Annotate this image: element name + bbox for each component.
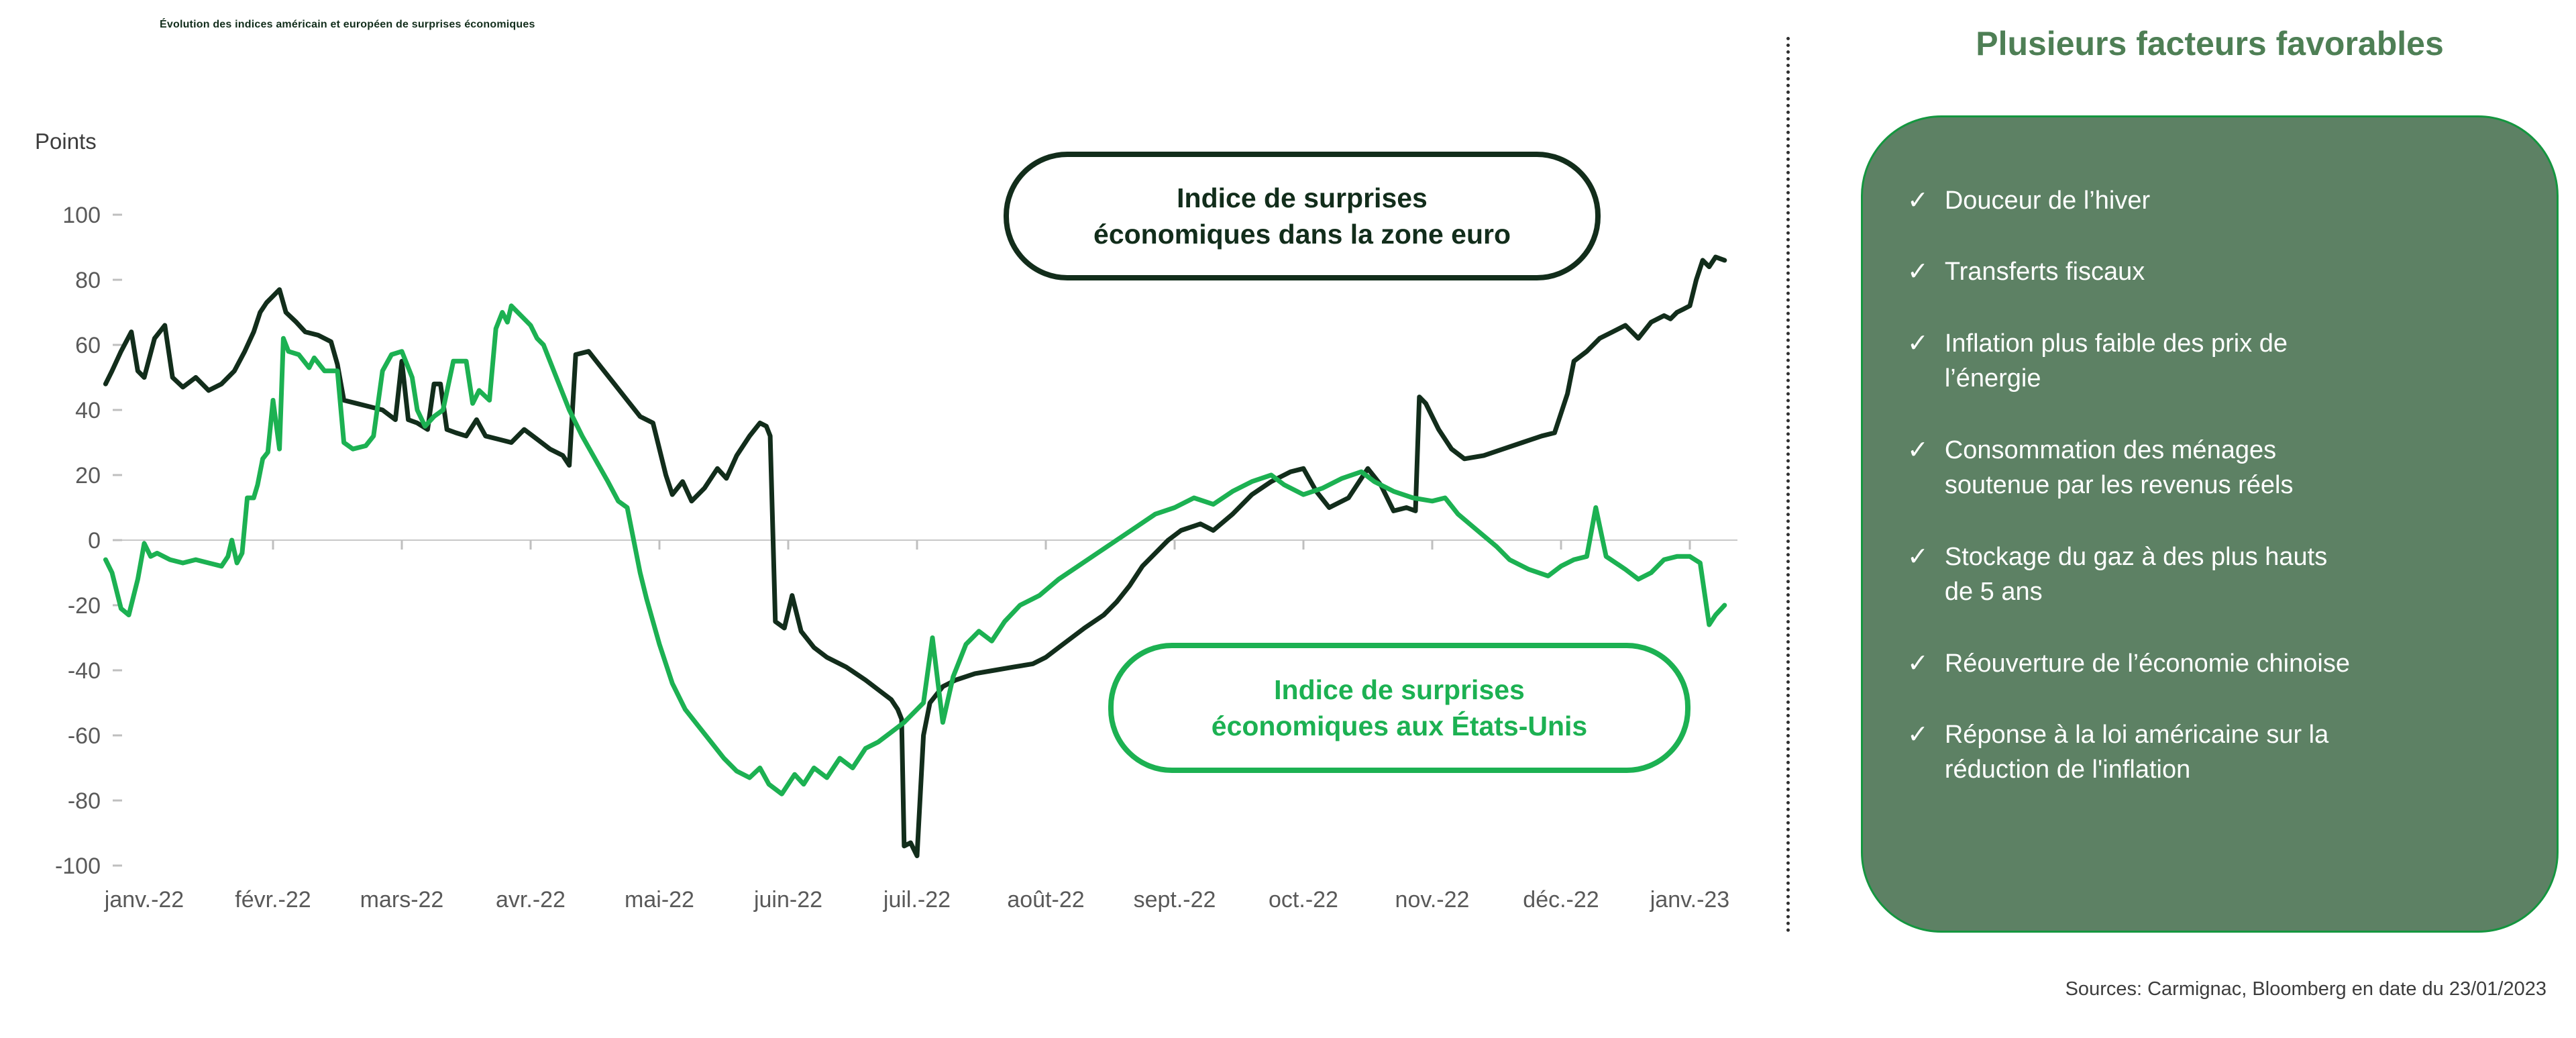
list-item-text: Inflation plus faible des prix de l’éner… [1944, 329, 2288, 393]
y-tick-label: 80 [75, 268, 101, 293]
x-tick-label: oct.-22 [1269, 887, 1338, 913]
y-tick-label: -20 [68, 593, 101, 619]
list-item-text: Consommation des ménages soutenue par le… [1944, 435, 2294, 500]
chart-title: Évolution des indices américain et europ… [160, 19, 535, 30]
list-item-text: Douceur de l’hiver [1944, 187, 2151, 215]
y-tick-label: -60 [68, 723, 101, 749]
x-tick-label: juin-22 [753, 887, 822, 913]
us-line [103, 303, 1727, 796]
favorable-factors-panel: ✓ Douceur de l’hiver ✓ Transferts fiscau… [1861, 115, 2559, 933]
y-tick-label: 20 [75, 463, 101, 488]
x-tick-label: déc.-22 [1523, 887, 1599, 913]
list-item: ✓ Douceur de l’hiver [1907, 183, 2518, 218]
euro-line [103, 254, 1727, 858]
y-tick-label: -100 [55, 853, 101, 879]
list-item-text: Stockage du gaz à des plus hauts de 5 an… [1944, 542, 2328, 607]
check-icon: ✓ [1907, 542, 1929, 571]
dotted-divider [1786, 37, 1790, 933]
x-tick-label: janv.-22 [104, 887, 184, 913]
y-tick-label: -40 [68, 658, 101, 684]
y-axis-unit-label: Points [35, 129, 97, 154]
x-tick-label: nov.-22 [1395, 887, 1470, 913]
x-tick-label: sept.-22 [1134, 887, 1216, 913]
legend-us-box: Indice de surprises économiques aux État… [1108, 643, 1690, 773]
source-note: Sources: Carmignac, Bloomberg en date du… [2065, 978, 2546, 1000]
y-tick-label: 0 [88, 528, 101, 554]
x-tick-label: janv.-23 [1650, 887, 1729, 913]
y-tick-label: 60 [75, 333, 101, 358]
legend-eurozone-label: Indice de surprises économiques dans la … [1093, 182, 1511, 250]
check-icon: ✓ [1907, 258, 1929, 287]
list-item: ✓ Transferts fiscaux [1907, 254, 2518, 289]
legend-eurozone-box: Indice de surprises économiques dans la … [1004, 152, 1601, 280]
check-icon: ✓ [1907, 435, 1929, 464]
check-icon: ✓ [1907, 720, 1929, 749]
legend-us-label: Indice de surprises économiques aux État… [1211, 674, 1588, 741]
check-icon: ✓ [1907, 649, 1929, 678]
x-tick-label: août-22 [1007, 887, 1084, 913]
list-item: ✓ Inflation plus faible des prix de l’én… [1907, 326, 2518, 397]
list-item: ✓ Consommation des ménages soutenue par … [1907, 433, 2518, 503]
y-tick-label: 100 [62, 203, 101, 228]
x-tick-label: juil.-22 [883, 887, 951, 913]
sidebar-title: Plusieurs facteurs favorables [1976, 25, 2444, 62]
list-item: ✓ Stockage du gaz à des plus hauts de 5 … [1907, 539, 2518, 610]
check-icon: ✓ [1907, 329, 1929, 358]
x-tick-label: mars-22 [360, 887, 444, 913]
list-item-text: Réouverture de l’économie chinoise [1944, 649, 2350, 678]
x-tick-label: févr.-22 [235, 887, 311, 913]
list-item-text: Réponse à la loi américaine sur la réduc… [1944, 720, 2329, 784]
x-tick-label: avr.-22 [496, 887, 566, 913]
list-item: ✓ Réponse à la loi américaine sur la réd… [1907, 717, 2518, 788]
list-item: ✓ Réouverture de l’économie chinoise [1907, 646, 2518, 681]
y-tick-label: 40 [75, 398, 101, 423]
y-tick-label: -80 [68, 788, 101, 814]
list-item-text: Transferts fiscaux [1944, 258, 2145, 287]
x-tick-label: mai-22 [625, 887, 694, 913]
check-icon: ✓ [1907, 187, 1929, 215]
